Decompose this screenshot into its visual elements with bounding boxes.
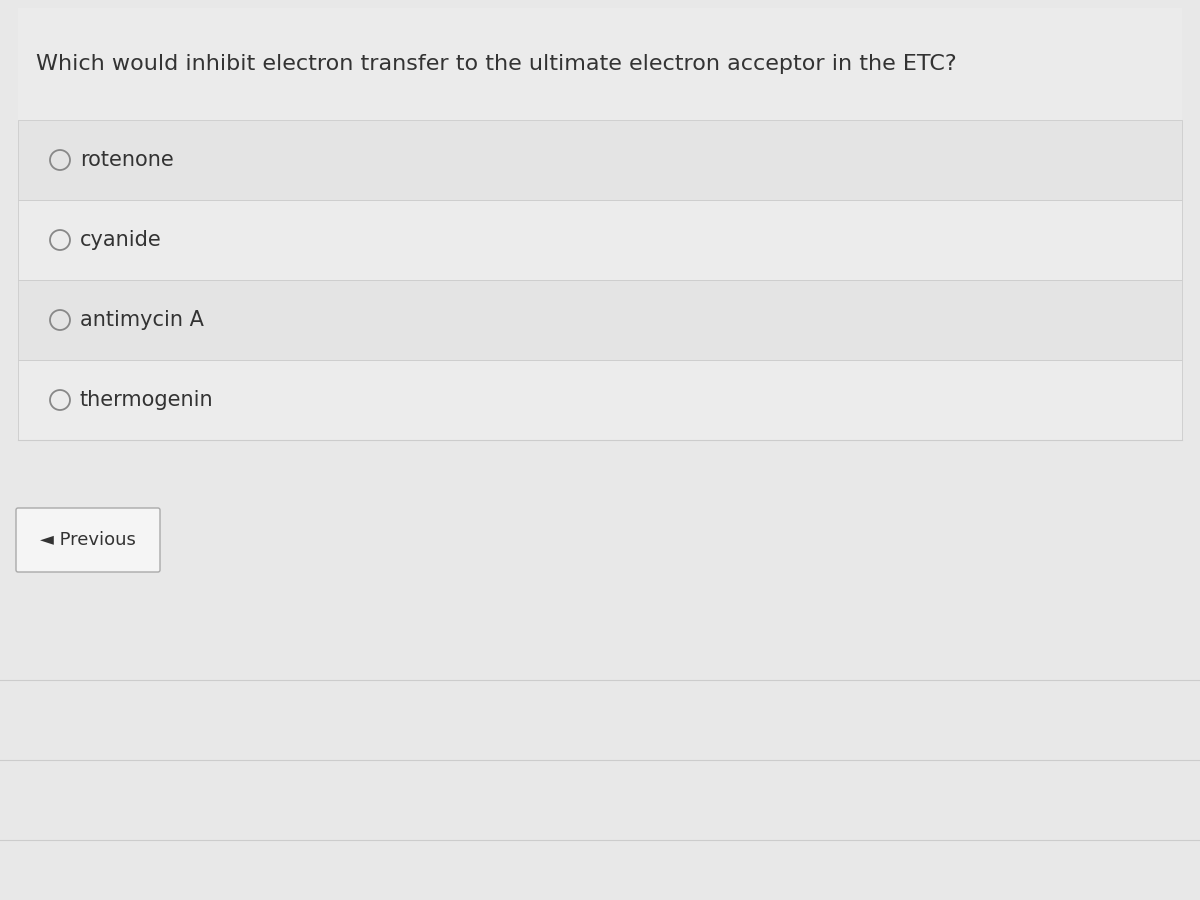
FancyBboxPatch shape [18,120,1182,200]
FancyBboxPatch shape [18,120,1182,440]
Text: antimycin A: antimycin A [80,310,204,330]
Text: rotenone: rotenone [80,150,174,170]
FancyBboxPatch shape [18,280,1182,360]
FancyBboxPatch shape [18,360,1182,440]
FancyBboxPatch shape [18,200,1182,280]
Text: thermogenin: thermogenin [80,390,214,410]
FancyBboxPatch shape [18,8,1182,120]
Text: cyanide: cyanide [80,230,162,250]
Text: Which would inhibit electron transfer to the ultimate electron acceptor in the E: Which would inhibit electron transfer to… [36,54,956,74]
Text: ◄ Previous: ◄ Previous [40,531,136,549]
FancyBboxPatch shape [16,508,160,572]
